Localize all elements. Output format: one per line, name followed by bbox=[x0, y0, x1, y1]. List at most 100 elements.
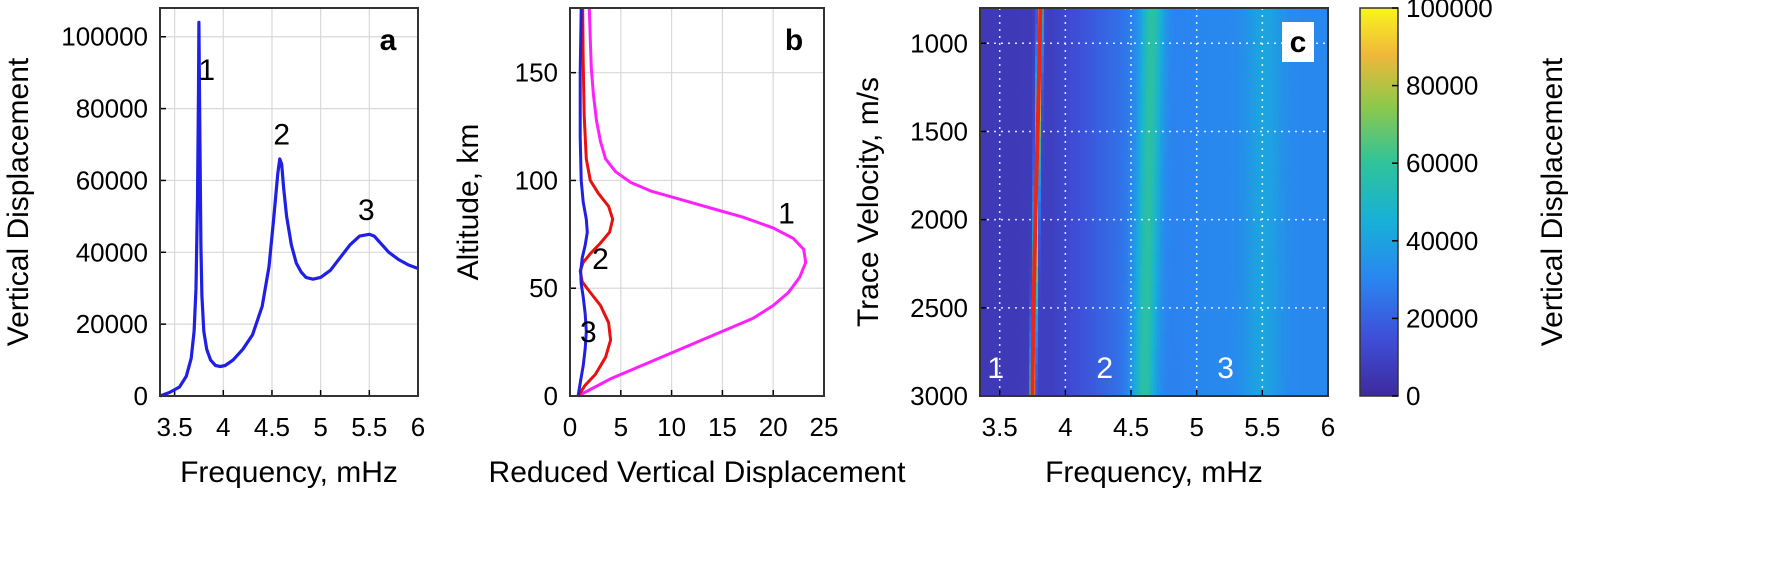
heatmap-cell bbox=[1061, 169, 1065, 187]
heatmap-cell bbox=[1325, 363, 1329, 381]
heatmap-cell bbox=[1058, 331, 1062, 349]
heatmap-cell bbox=[1136, 24, 1141, 41]
heatmap-cell bbox=[1003, 56, 1007, 74]
heatmap-cell bbox=[1087, 88, 1091, 106]
heatmap-cell bbox=[1154, 40, 1158, 58]
heatmap-cell bbox=[1009, 88, 1013, 106]
heatmap-cell bbox=[1000, 347, 1004, 365]
heatmap-cell bbox=[1040, 234, 1045, 252]
heatmap-cell bbox=[1310, 315, 1315, 332]
heatmap-cell bbox=[1116, 363, 1120, 381]
heatmap-cell bbox=[1148, 56, 1152, 74]
heatmap-cell bbox=[1241, 331, 1245, 349]
heatmap-cell bbox=[1098, 347, 1103, 365]
heatmap-cell bbox=[980, 234, 984, 252]
heatmap-cell bbox=[1046, 282, 1051, 300]
heatmap-cell bbox=[1209, 169, 1213, 187]
heatmap-cell bbox=[1156, 24, 1161, 41]
heatmap-cell bbox=[1241, 121, 1245, 138]
heatmap-cell bbox=[1104, 185, 1109, 203]
heatmap-cell bbox=[1058, 88, 1062, 106]
heatmap-cell bbox=[1200, 299, 1204, 316]
heatmap-cell bbox=[1275, 363, 1280, 381]
heatmap-cell bbox=[1171, 24, 1175, 41]
heatmap-cell bbox=[1061, 234, 1065, 252]
colorbar-tick-label: 40000 bbox=[1406, 226, 1478, 256]
heatmap-cell bbox=[1293, 266, 1297, 284]
heatmap-cell bbox=[1078, 185, 1083, 203]
heatmap-cell bbox=[1043, 250, 1048, 268]
heatmap-cell bbox=[1055, 347, 1059, 365]
heatmap-cell bbox=[1255, 202, 1259, 219]
heatmap-cell bbox=[1061, 282, 1065, 300]
heatmap-cell bbox=[1156, 379, 1161, 397]
heatmap-cell bbox=[1020, 250, 1025, 268]
heatmap-cell bbox=[1084, 282, 1088, 300]
heatmap-cell bbox=[1081, 88, 1085, 106]
heatmap-cell bbox=[1119, 315, 1123, 332]
heatmap-cell bbox=[1119, 331, 1123, 349]
heatmap-cell bbox=[1284, 363, 1288, 381]
heatmap-cell bbox=[1136, 315, 1141, 332]
heatmap-cell bbox=[1275, 202, 1280, 219]
heatmap-cell bbox=[1104, 137, 1109, 155]
heatmap-cell bbox=[1032, 72, 1036, 90]
heatmap-cell bbox=[1046, 24, 1051, 41]
heatmap-cell bbox=[1156, 347, 1161, 365]
heatmap-cell bbox=[1043, 347, 1048, 365]
heatmap-cell bbox=[1188, 72, 1193, 90]
heatmap-cell bbox=[1171, 121, 1175, 138]
heatmap-cell bbox=[1209, 105, 1213, 122]
heatmap-cell bbox=[1133, 202, 1138, 219]
heatmap-cell bbox=[1093, 266, 1097, 284]
heatmap-cell bbox=[1061, 72, 1065, 90]
heatmap-cell bbox=[1299, 282, 1303, 300]
heatmap-cell bbox=[1098, 250, 1103, 268]
heatmap-cell bbox=[1177, 347, 1181, 365]
heatmap-cell bbox=[1217, 202, 1222, 219]
heatmap-cell bbox=[1290, 121, 1294, 138]
heatmap-cell bbox=[1040, 121, 1045, 138]
heatmap-cell bbox=[1139, 56, 1143, 74]
heatmap-cell bbox=[1122, 56, 1126, 74]
heatmap-cell bbox=[1177, 56, 1181, 74]
heatmap-cell bbox=[1171, 266, 1175, 284]
heatmap-cell bbox=[1319, 88, 1323, 106]
heatmap-cell bbox=[1223, 218, 1228, 235]
heatmap-cell bbox=[1281, 169, 1286, 187]
heatmap-cell bbox=[1107, 56, 1112, 74]
heatmap-cell bbox=[1249, 56, 1254, 74]
heatmap-cell bbox=[1148, 169, 1152, 187]
heatmap-cell bbox=[1101, 331, 1106, 349]
heatmap-cell bbox=[1322, 8, 1326, 25]
heatmap-cell bbox=[1154, 8, 1158, 25]
heatmap-cell bbox=[1270, 185, 1274, 203]
heatmap-cell bbox=[1174, 40, 1178, 58]
heatmap-cell bbox=[1067, 72, 1071, 90]
heatmap-cell bbox=[1325, 331, 1329, 349]
heatmap-cell bbox=[1040, 24, 1045, 41]
heatmap-cell bbox=[1241, 72, 1245, 90]
heatmap-cell bbox=[1214, 72, 1219, 90]
heatmap-cell bbox=[1067, 266, 1071, 284]
heatmap-cell bbox=[994, 40, 998, 58]
heatmap-cell bbox=[1154, 185, 1158, 203]
heatmap-cell bbox=[1299, 88, 1303, 106]
heatmap-cell bbox=[1220, 56, 1225, 74]
heatmap-cell bbox=[1130, 363, 1135, 381]
heatmap-cell bbox=[1267, 315, 1271, 332]
heatmap-cell bbox=[1313, 88, 1317, 106]
heatmap-cell bbox=[1043, 282, 1048, 300]
heatmap-cell bbox=[1026, 24, 1030, 41]
heatmap-cell bbox=[1072, 218, 1077, 235]
heatmap-cell bbox=[1223, 282, 1228, 300]
heatmap-cell bbox=[1243, 218, 1248, 235]
heatmap-cell bbox=[1209, 266, 1213, 284]
heatmap-cell bbox=[1232, 266, 1236, 284]
heatmap-cell bbox=[1130, 56, 1135, 74]
heatmap-cell bbox=[1125, 105, 1129, 122]
heatmap-cell bbox=[1093, 88, 1097, 106]
heatmap-cell bbox=[1174, 56, 1178, 74]
heatmap-cell bbox=[1249, 40, 1254, 58]
heatmap-cell bbox=[1293, 299, 1297, 316]
